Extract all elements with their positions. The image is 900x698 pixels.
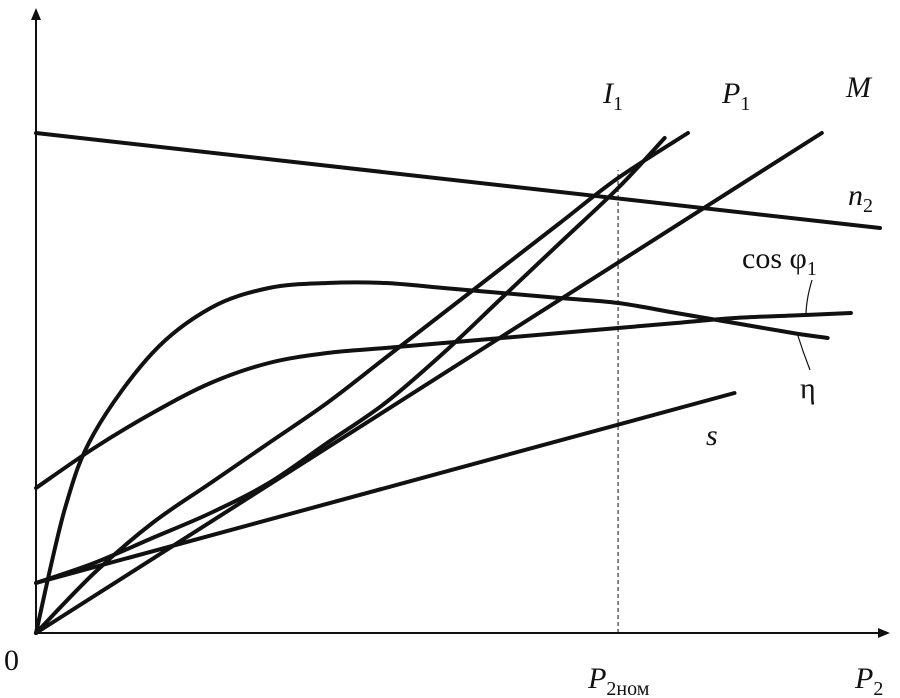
curve-s (34, 391, 737, 585)
rated-power-label: P2ном (587, 662, 650, 698)
label-s: s (706, 419, 718, 452)
origin-label: 0 (4, 644, 19, 677)
curve-series-5 (34, 280, 830, 635)
label-n2: n2 (848, 179, 873, 217)
axes (31, 8, 890, 638)
cos-phi-leader-line (805, 279, 813, 317)
label-cos-1: cos φ1 (742, 242, 817, 280)
label-m: M (845, 71, 873, 104)
eta-leader-line (796, 332, 811, 371)
series-layer (34, 131, 882, 635)
label-series-5: η (800, 372, 816, 405)
curve-p1 (34, 131, 690, 635)
curve-m (34, 131, 824, 635)
curve-n2 (34, 131, 882, 230)
curve-i1 (34, 136, 667, 585)
x-axis-label: P2 (854, 662, 883, 698)
curve-cos-1 (34, 311, 853, 490)
label-p1: P1 (721, 77, 750, 115)
label-i1: I1 (602, 77, 623, 115)
